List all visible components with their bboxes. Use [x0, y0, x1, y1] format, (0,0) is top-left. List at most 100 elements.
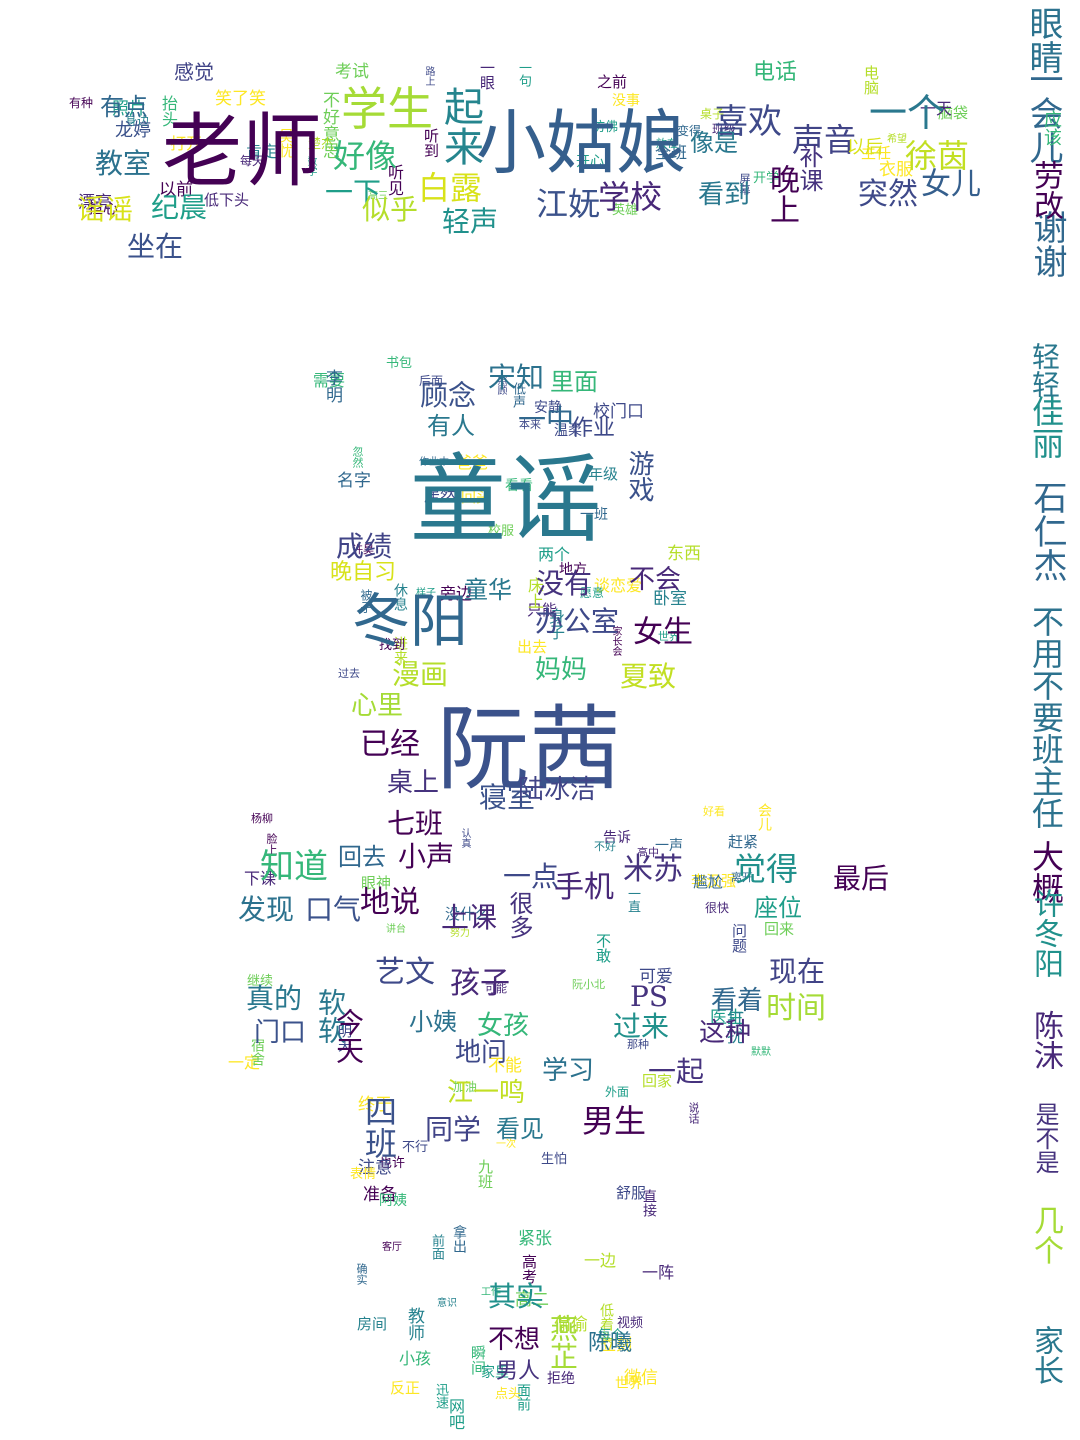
cloud-word-small: 之前 [597, 73, 628, 91]
cloud-word-small: 肯定 [246, 142, 279, 161]
cloud-word-small: 床上 [525, 577, 544, 609]
cloud-word-small: 网吧 [446, 1398, 465, 1430]
cloud-word: 一点 [503, 860, 560, 893]
cloud-word-small: 考试 [335, 62, 369, 82]
cloud-word: 江一鸣 [447, 1078, 526, 1108]
cloud-word-small: 回家 [642, 1072, 673, 1090]
cloud-word-small: 医生 [710, 1008, 744, 1028]
cloud-word: 地说 [360, 885, 420, 920]
cloud-word: 一个 [869, 91, 946, 135]
cloud-word-small: 以前 [159, 180, 193, 200]
cloud-word-small: 加油 [453, 1080, 478, 1094]
cloud-word-small: 偷偷 [554, 1315, 588, 1335]
cloud-word-small: 反正 [390, 1379, 421, 1397]
cloud-word: 几个 [1028, 1205, 1063, 1265]
cloud-word: 地问 [455, 1038, 508, 1068]
cloud-word: 其实 [488, 1280, 545, 1313]
cloud-word-small: 变得 [677, 124, 702, 138]
cloud-word: 女生 [633, 615, 693, 650]
cloud-word: 轻声 [442, 205, 499, 238]
cloud-word: 以后 [847, 137, 883, 158]
cloud-word-small: 愿意 [580, 586, 605, 600]
cloud-word-small: 东西 [667, 544, 701, 564]
cloud-word-small: 旁边 [440, 584, 473, 603]
cloud-word-small: 离开 [731, 871, 753, 884]
cloud-word: 白露 [418, 169, 483, 207]
cloud-word: 冬阳 [352, 587, 469, 655]
cloud-word-small: 终于 [358, 1095, 392, 1115]
cloud-word: 门口 [254, 1018, 307, 1048]
cloud-word-small: 衣服 [879, 160, 913, 180]
cloud-word: 不会 [629, 565, 682, 595]
cloud-word-small: 一边 [584, 1251, 617, 1270]
cloud-word-small: 高考 [520, 1254, 538, 1284]
cloud-word: 电话 [753, 60, 798, 85]
cloud-word: 晚自习 [330, 560, 397, 585]
cloud-word-small: 低下头 [204, 191, 250, 209]
cloud-word: 口气 [305, 893, 362, 926]
cloud-word: 龙婷 [115, 120, 151, 141]
cloud-word-small: 世界 [615, 1376, 643, 1392]
cloud-word: 声音 [792, 121, 857, 159]
cloud-word-small: 不敢 [594, 933, 612, 963]
cloud-word-small: 不行 [402, 1140, 429, 1155]
cloud-word: 谣谣 [77, 193, 134, 226]
cloud-word-small: 迅速 [433, 1383, 448, 1409]
cloud-word-small: 只能 [527, 601, 558, 619]
cloud-word-small: 本来 [519, 418, 541, 431]
cloud-word-small: 瞬间 [469, 1345, 487, 1375]
cloud-word-small: 尴尬 [693, 873, 724, 891]
cloud-word-small: 那种 [627, 1038, 649, 1051]
cloud-word-small: 会儿 [756, 803, 772, 831]
cloud-word: 谢谢 [1027, 210, 1067, 278]
cloud-word: 艺文 [375, 955, 435, 990]
cloud-word: 里面 [550, 368, 598, 396]
cloud-word: 孩子 [450, 966, 510, 1001]
cloud-word: 陈曦 [588, 1331, 633, 1356]
cloud-word-small: 找到 [379, 638, 406, 653]
cloud-word: 眼睛 [1023, 6, 1063, 74]
cloud-word-small: 下课 [244, 869, 277, 888]
cloud-word-small: 抬头 [159, 95, 178, 127]
cloud-word: 女儿 [921, 167, 981, 202]
cloud-word-small: 也许 [379, 1156, 406, 1171]
cloud-word-small: 世界 [658, 630, 680, 643]
cloud-word: 学校 [598, 178, 663, 216]
cloud-word-small: 舒服 [616, 1184, 647, 1202]
cloud-word-small: 听见 [385, 164, 404, 196]
cloud-word-small: 打扰 [723, 1010, 743, 1044]
cloud-word-small: 可能 [485, 982, 507, 995]
cloud-word: 似乎 [362, 193, 419, 226]
cloud-word-small: 不好 [594, 840, 616, 853]
cloud-word-small: 家里 [481, 1365, 509, 1381]
cloud-word-small: 许昊 [352, 543, 374, 556]
cloud-word: 突然 [858, 177, 918, 212]
cloud-word: 有点 [100, 93, 148, 121]
cloud-word-small: 宿舍 [249, 1038, 265, 1066]
cloud-word: 心里 [351, 691, 404, 721]
cloud-word-small: 两个 [538, 545, 571, 564]
cloud-word-small: 谈恋爱 [594, 576, 643, 595]
cloud-word-small: 样子 [416, 588, 436, 599]
cloud-word: 许冬阳 [1028, 888, 1063, 978]
cloud-word-small: 英雄 [612, 203, 639, 218]
cloud-word-small: 看看 [505, 478, 533, 494]
cloud-word-small: 生怕 [541, 1152, 568, 1167]
cloud-word-small: 卧室 [653, 589, 687, 609]
cloud-word-small: 回头 [461, 488, 492, 506]
cloud-word: 过来 [613, 1010, 670, 1043]
cloud-word: 真的 [246, 982, 303, 1015]
cloud-word-small: 工作 [481, 1287, 501, 1298]
cloud-word-small: 每个 [598, 1328, 625, 1343]
cloud-word-small: 前面 [429, 1234, 444, 1260]
cloud-word-small: 注意 [358, 1158, 392, 1178]
cloud-word: 陈沫 [1028, 1010, 1063, 1070]
cloud-word: 纪晨 [151, 191, 208, 224]
cloud-word-small: 九班 [476, 1159, 494, 1189]
cloud-word: 坐在 [127, 230, 184, 263]
cloud-word-small: 确实 [355, 1263, 368, 1285]
cloud-word: 好像 [333, 137, 398, 175]
cloud-word: 现在 [769, 955, 826, 988]
cloud-word-small: 一班 [580, 507, 608, 523]
